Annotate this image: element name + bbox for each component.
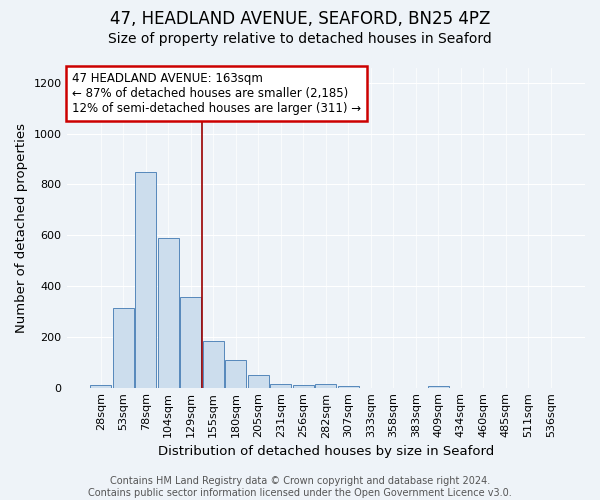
Bar <box>90 385 112 388</box>
Bar <box>248 375 269 388</box>
Bar <box>428 386 449 388</box>
Bar <box>225 360 247 388</box>
Bar <box>338 386 359 388</box>
Bar <box>135 172 157 388</box>
Bar <box>270 384 292 388</box>
Text: 47, HEADLAND AVENUE, SEAFORD, BN25 4PZ: 47, HEADLAND AVENUE, SEAFORD, BN25 4PZ <box>110 10 490 28</box>
Y-axis label: Number of detached properties: Number of detached properties <box>15 122 28 332</box>
Bar <box>203 340 224 388</box>
Text: Size of property relative to detached houses in Seaford: Size of property relative to detached ho… <box>108 32 492 46</box>
Text: 47 HEADLAND AVENUE: 163sqm
← 87% of detached houses are smaller (2,185)
12% of s: 47 HEADLAND AVENUE: 163sqm ← 87% of deta… <box>72 72 361 116</box>
Bar <box>158 238 179 388</box>
Text: Contains HM Land Registry data © Crown copyright and database right 2024.
Contai: Contains HM Land Registry data © Crown c… <box>88 476 512 498</box>
X-axis label: Distribution of detached houses by size in Seaford: Distribution of detached houses by size … <box>158 444 494 458</box>
Bar <box>293 384 314 388</box>
Bar <box>315 384 337 388</box>
Bar <box>180 298 202 388</box>
Bar <box>113 308 134 388</box>
